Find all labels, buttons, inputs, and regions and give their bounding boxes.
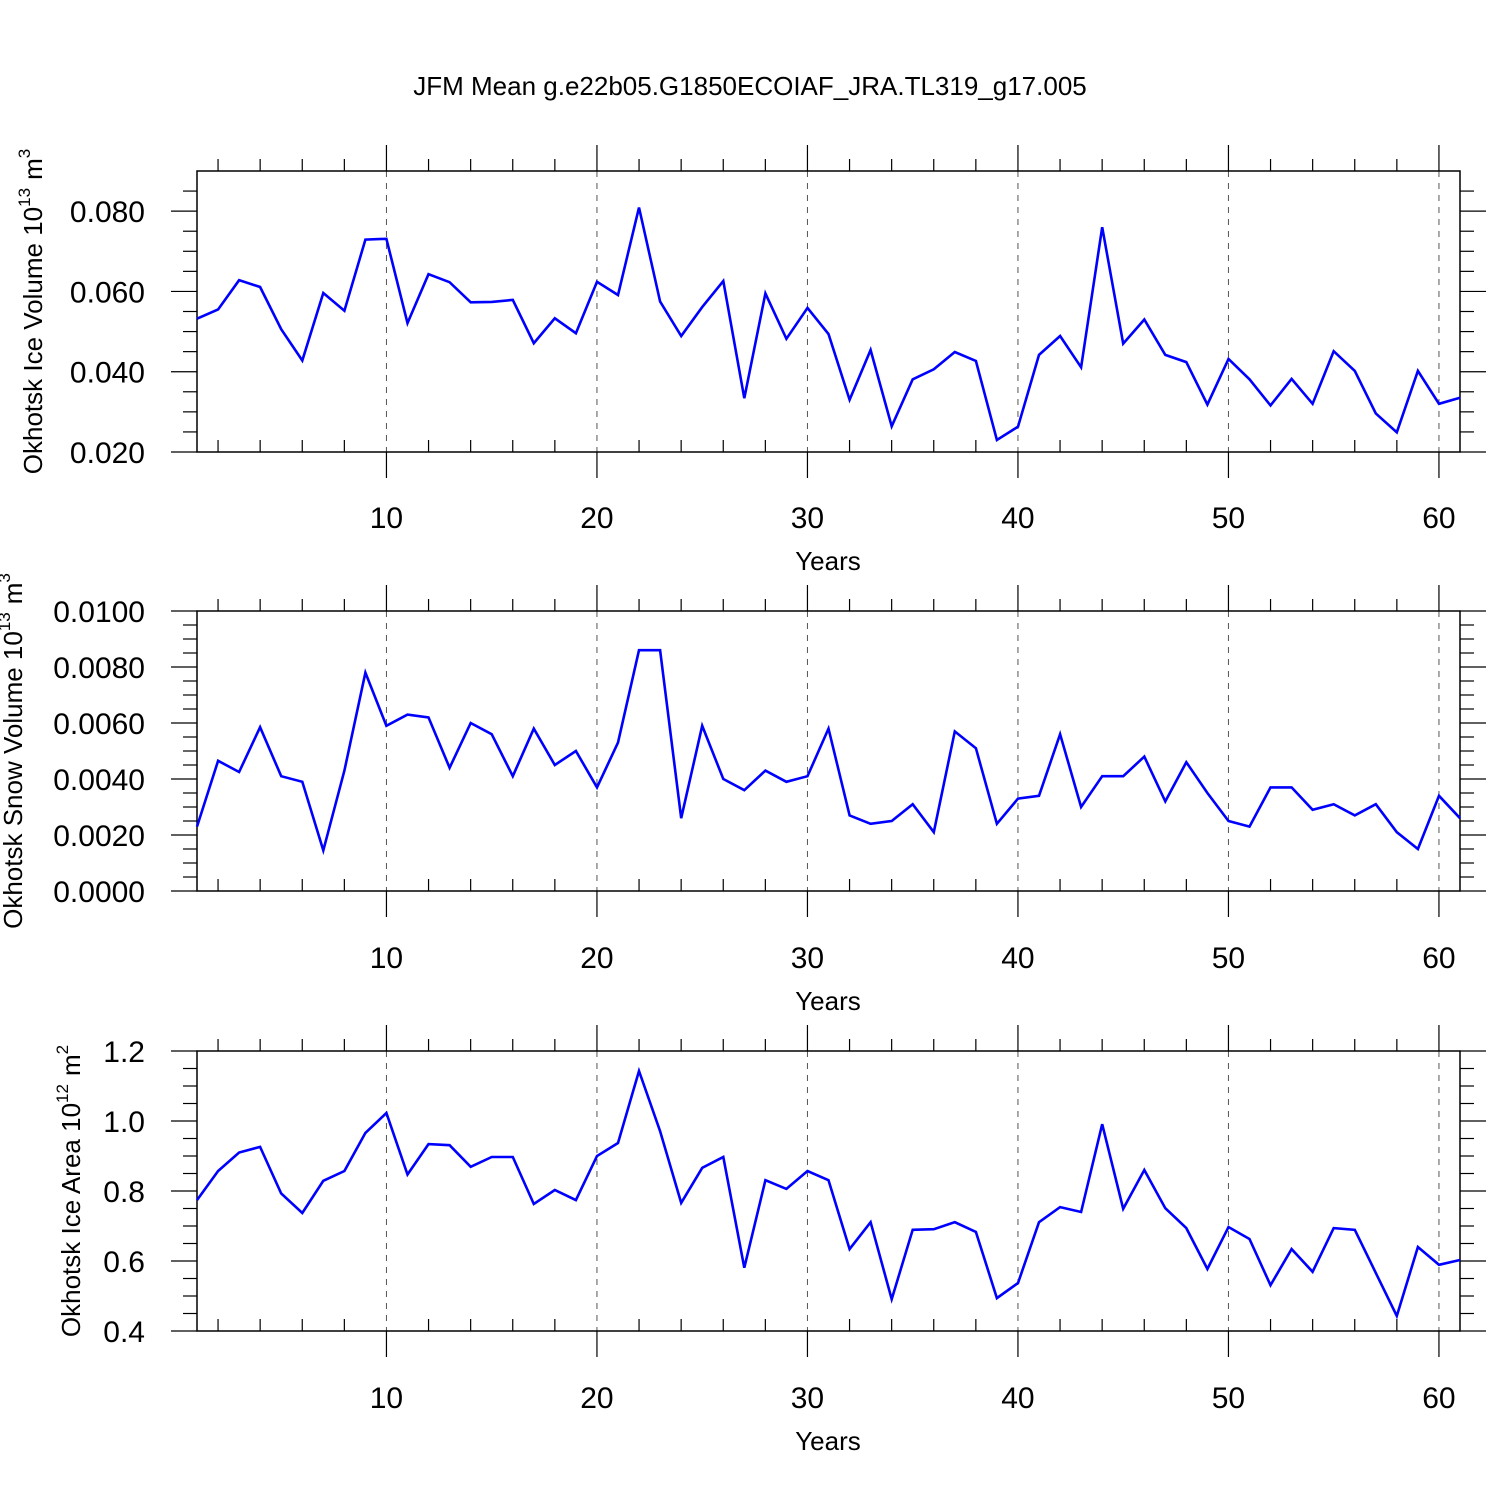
series-line — [195, 1066, 1461, 1320]
y-axis-title-text: Okhotsk Snow Volume 10 — [0, 631, 28, 929]
x-tick-label: 10 — [370, 502, 403, 535]
x-tick-label: 20 — [580, 502, 613, 535]
y-axis-title: Okhotsk Ice Area 1012 m2 — [53, 1045, 86, 1337]
x-tick-label: 40 — [1001, 942, 1034, 975]
y-axis-title-text: Okhotsk Ice Volume 10 — [18, 207, 48, 474]
x-tick-label: 50 — [1212, 502, 1245, 535]
x-tick-label: 60 — [1422, 502, 1455, 535]
x-tick-label: 40 — [1001, 502, 1034, 535]
y-axis-title-superscript: 2 — [53, 1045, 72, 1054]
x-tick-label: 30 — [791, 502, 824, 535]
x-tick-label: 30 — [791, 942, 824, 975]
x-tick-label: 50 — [1212, 942, 1245, 975]
panel-2: 0.0000 0.0020 0.0040 0.0060 0.0080 0.0100 10 20… — [0, 573, 1486, 1016]
x-tick-label: 20 — [580, 942, 613, 975]
x-tick-label: 60 — [1422, 1382, 1455, 1415]
y-tick-label: 1.2 — [103, 1036, 145, 1069]
x-tick-label: 60 — [1422, 942, 1455, 975]
y-tick-label: 0.8 — [103, 1176, 145, 1209]
x-tick-label: 10 — [370, 942, 403, 975]
y-axis-title-superscript: 13 — [15, 188, 34, 207]
x-tick-label: 40 — [1001, 1382, 1034, 1415]
x-tick-label: 50 — [1212, 1382, 1245, 1415]
x-axis-title: Years — [795, 546, 861, 576]
y-axis-title-text: Okhotsk Ice Area 10 — [56, 1103, 86, 1337]
y-tick-label: 0.4 — [103, 1316, 145, 1349]
y-axis-title-superscript: 3 — [15, 149, 34, 158]
panel-3: 0.4 0.6 0.8 1.0 1.2 10 20 30 40 50 60 Years Okhotsk … — [53, 1025, 1486, 1456]
y-axis-title-superscript: 3 — [0, 573, 14, 582]
y-tick-label: 0.040 — [70, 357, 145, 390]
x-axis-title: Years — [795, 1426, 861, 1456]
chart-title: JFM Mean g.e22b05.G1850ECOIAF_JRA.TL319_… — [413, 71, 1087, 101]
series-line — [195, 648, 1461, 856]
x-tick-label: 20 — [580, 1382, 613, 1415]
series-line — [196, 207, 1461, 443]
y-axis-title-text: m — [18, 158, 48, 180]
y-tick-label: 1.0 — [103, 1106, 145, 1139]
plot-frame — [196, 1050, 1461, 1332]
y-tick-label: 0.060 — [70, 276, 145, 309]
x-axis-title: Years — [795, 986, 861, 1016]
panel-1: 0.020 0.040 0.060 0.080 10 20 30 40 50 60 Years Okh… — [15, 145, 1486, 576]
y-axis-title-superscript: 12 — [53, 1084, 72, 1103]
y-tick-label: 0.0020 — [53, 820, 145, 853]
y-tick-label: 0.020 — [70, 437, 145, 470]
y-tick-label: 0.0040 — [53, 764, 145, 797]
y-axis-title: Okhotsk Snow Volume 1013 m3 — [0, 573, 28, 929]
y-tick-label: 0.0060 — [53, 708, 145, 741]
plot-frame — [196, 170, 1461, 453]
y-tick-label: 0.080 — [70, 196, 145, 229]
y-axis-title: Okhotsk Ice Volume 1013 m3 — [15, 149, 48, 474]
y-tick-label: 0.0000 — [53, 876, 145, 909]
y-tick-label: 0.0080 — [53, 652, 145, 685]
y-tick-label: 0.0100 — [53, 596, 145, 629]
y-axis-title-superscript: 13 — [0, 612, 14, 631]
y-tick-label: 0.6 — [103, 1246, 145, 1279]
y-axis-title-text: m — [0, 583, 28, 605]
x-tick-label: 10 — [370, 1382, 403, 1415]
x-tick-label: 30 — [791, 1382, 824, 1415]
y-axis-title-text: m — [56, 1054, 86, 1076]
plot-frame — [196, 610, 1461, 892]
